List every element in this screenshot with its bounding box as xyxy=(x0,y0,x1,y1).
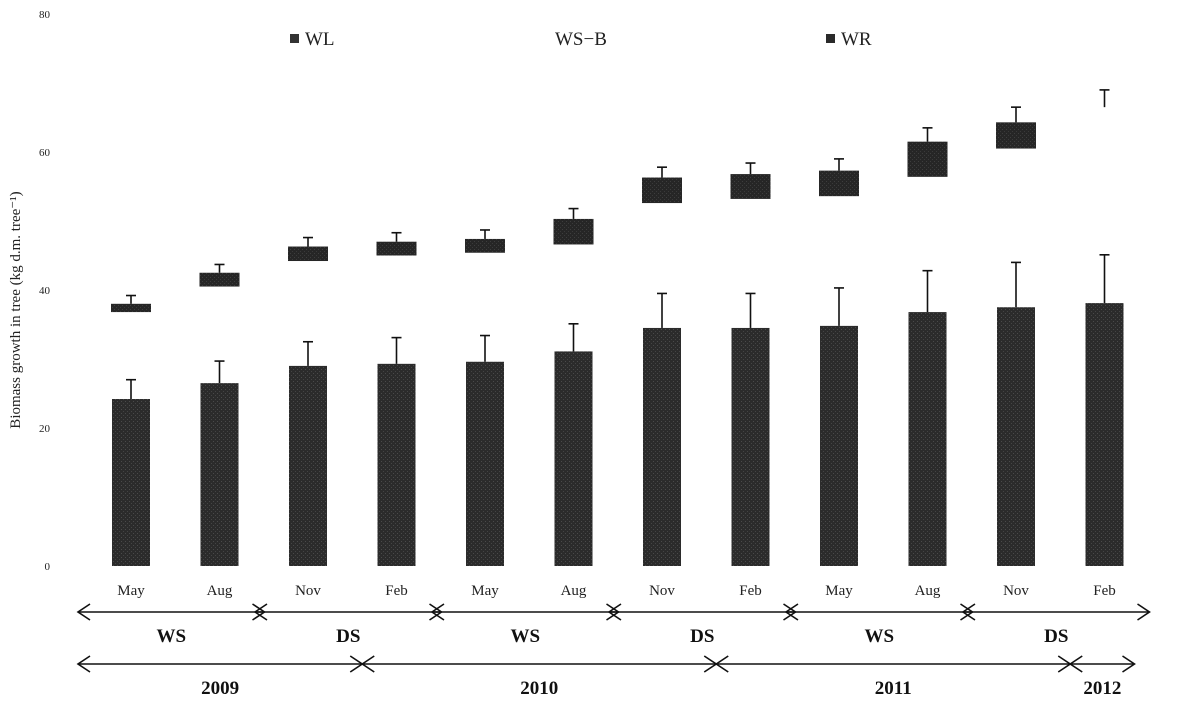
bar-segment-ws-wr xyxy=(907,141,948,177)
x-tick-label: Nov xyxy=(649,583,675,599)
bar-wl xyxy=(908,312,947,566)
bar-segment-ws-wr xyxy=(996,122,1036,149)
year-arrow-head-left xyxy=(1068,655,1083,673)
bar-wl xyxy=(112,399,150,566)
year-label: 2012 xyxy=(1083,678,1121,699)
y-tick-label: 80 xyxy=(39,9,51,21)
x-tick-label: May xyxy=(117,583,145,599)
bar-wl xyxy=(820,325,858,566)
year-arrow-head-left xyxy=(360,655,375,673)
bar-wl xyxy=(466,361,504,566)
bar-wl xyxy=(377,363,416,566)
legend-label: WS−B xyxy=(555,29,607,50)
x-axis-tick-labels: May Aug Nov Feb May Aug Nov Feb May Aug Nov Feb xyxy=(117,583,1116,599)
legend: WL WS−B WR xyxy=(290,29,872,50)
y-axis: 0 20 40 60 80 xyxy=(39,9,51,573)
bar-segment-ws-wr xyxy=(111,303,151,313)
bar-segment-ws-wr xyxy=(465,238,505,253)
bar-segment-ws-wr xyxy=(819,170,859,197)
bar-wl xyxy=(731,327,770,566)
season-label: WS xyxy=(510,626,540,647)
season-arrow-head-left xyxy=(430,603,445,621)
y-tick-label: 0 xyxy=(45,561,51,573)
season-label: DS xyxy=(336,626,360,647)
legend-swatch xyxy=(290,34,299,43)
year-label: 2011 xyxy=(875,678,912,699)
x-tick-label: Nov xyxy=(1003,583,1029,599)
y-axis-title: Biomass growth in tree (kg d.m. tree⁻¹) xyxy=(8,191,24,428)
legend-swatch xyxy=(826,34,835,43)
year-span-arrows: 2009 2010 2011 2012 xyxy=(76,655,1136,699)
season-arrow-head-right xyxy=(1137,603,1151,621)
bar-wl xyxy=(200,383,239,566)
year-label: 2010 xyxy=(520,678,558,699)
season-label: WS xyxy=(156,626,186,647)
legend-label: WL xyxy=(305,29,335,50)
x-tick-label: Aug xyxy=(561,583,587,599)
x-tick-label: Aug xyxy=(915,583,941,599)
season-arrow-head-left xyxy=(784,603,799,621)
season-label: DS xyxy=(1044,626,1068,647)
bar-segment-ws-wr xyxy=(642,177,682,204)
y-tick-label: 20 xyxy=(39,423,51,435)
bar-segment-ws-wr xyxy=(199,272,240,287)
year-label: 2009 xyxy=(201,678,239,699)
x-tick-label: Feb xyxy=(385,583,408,599)
season-arrow-head-left xyxy=(607,603,622,621)
season-label: WS xyxy=(864,626,894,647)
x-tick-label: Aug xyxy=(207,583,233,599)
season-arrow-head-left xyxy=(253,603,268,621)
bar-wl xyxy=(1085,303,1124,566)
bar-segment-ws-wr xyxy=(288,246,328,262)
y-tick-label: 40 xyxy=(39,285,51,297)
season-arrow-head-left xyxy=(961,603,976,621)
bar-wl xyxy=(643,327,681,566)
year-arrow-head-left xyxy=(714,655,729,673)
x-tick-label: Nov xyxy=(295,583,321,599)
x-tick-label: Feb xyxy=(739,583,762,599)
year-arrow-head-right xyxy=(1122,655,1136,673)
bar-wl xyxy=(997,307,1035,566)
bar-segment-ws-wr xyxy=(553,218,594,245)
season-label: DS xyxy=(690,626,714,647)
legend-label: WR xyxy=(841,29,872,50)
x-tick-label: May xyxy=(825,583,853,599)
year-arrow-head-left xyxy=(76,655,91,673)
season-span-arrows: WS DS WS DS WS DS xyxy=(76,603,1151,647)
y-tick-label: 60 xyxy=(39,147,51,159)
x-tick-label: Feb xyxy=(1093,583,1116,599)
bar-wl xyxy=(289,365,327,566)
bar-segment-ws-wr xyxy=(376,241,417,256)
bar-segment-ws-wr xyxy=(730,174,771,199)
bar-wl xyxy=(554,351,593,566)
x-tick-label: May xyxy=(471,583,499,599)
bars-layer xyxy=(111,89,1124,566)
season-arrow-head-left xyxy=(76,603,91,621)
